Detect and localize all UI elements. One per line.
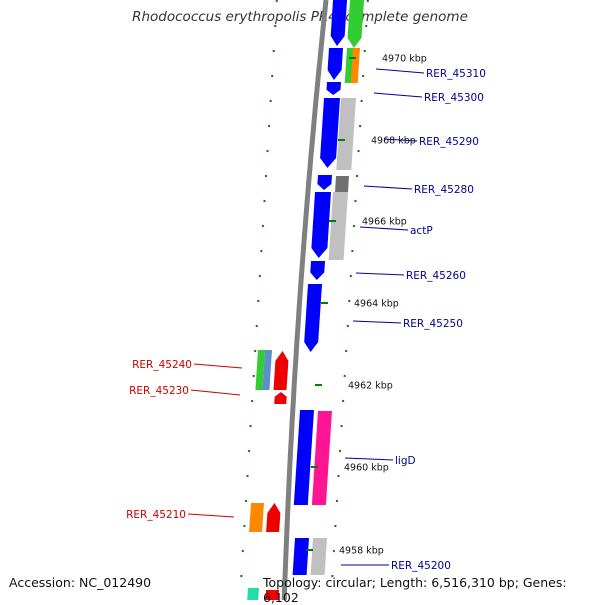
gene-gray-box	[311, 538, 327, 575]
gene-label-forward: RER_45290	[419, 136, 479, 148]
gene-label-leader	[345, 458, 393, 460]
gene-label-leader	[374, 93, 422, 97]
gene-label-forward: RER_45310	[426, 68, 486, 80]
gene-label-leader	[356, 273, 404, 275]
gene-blue-arrow	[331, 0, 347, 46]
gene-gray-box	[329, 192, 348, 260]
gene-orange-box	[249, 503, 264, 532]
gene-blue-box	[293, 538, 309, 575]
gene-blue-box	[294, 410, 314, 505]
accession-text: Accession: NC_012490	[9, 575, 151, 590]
gene-red-arrow	[266, 503, 280, 532]
gene-label-forward: actP	[410, 225, 433, 237]
gene-teal-box	[247, 588, 259, 600]
gene-blue-arrow	[311, 192, 331, 258]
gene-label-leader	[353, 321, 401, 323]
gene-blue-arrow	[317, 175, 332, 190]
gene-label-leader	[376, 69, 424, 73]
gene-red-arrow	[274, 392, 287, 404]
gene-darkgray-box	[335, 176, 349, 192]
gene-label-leader	[191, 390, 240, 395]
gene-features	[247, 0, 364, 600]
kbp-label: 4966 kbp	[362, 217, 407, 228]
kbp-label: 4962 kbp	[348, 381, 393, 392]
genome-summary-text: Topology: circular; Length: 6,516,310 bp…	[263, 575, 600, 605]
gene-label-leader	[188, 514, 234, 517]
gene-label-leader	[194, 364, 242, 368]
gene-label-reverse: RER_45210	[126, 509, 186, 521]
kbp-label: 4964 kbp	[354, 299, 399, 310]
gene-label-forward: ligD	[395, 455, 416, 467]
gene-green-arrow	[348, 0, 365, 48]
gene-blue-arrow	[327, 82, 342, 95]
gene-label-leader	[364, 186, 412, 189]
gene-label-forward: RER_45260	[406, 270, 466, 282]
gene-label-reverse: RER_45240	[132, 359, 192, 371]
gene-blue-arrow	[320, 98, 340, 168]
gene-label-forward: RER_45250	[403, 318, 463, 330]
gene-label-reverse: RER_45230	[129, 385, 189, 397]
gene-label-forward: RER_45300	[424, 92, 484, 104]
gene-blue-arrow	[310, 261, 325, 280]
kbp-label: 4958 kbp	[339, 546, 384, 557]
gene-label-forward: RER_45280	[414, 184, 474, 196]
gene-blue-arrow	[328, 48, 343, 80]
gene-blue-arrow	[304, 284, 322, 352]
gene-magenta-box	[312, 411, 332, 505]
kbp-label: 4970 kbp	[382, 54, 427, 65]
gene-red-arrow	[274, 351, 289, 390]
gene-label-forward: RER_45200	[391, 560, 451, 572]
kbp-label: 4960 kbp	[344, 463, 389, 474]
